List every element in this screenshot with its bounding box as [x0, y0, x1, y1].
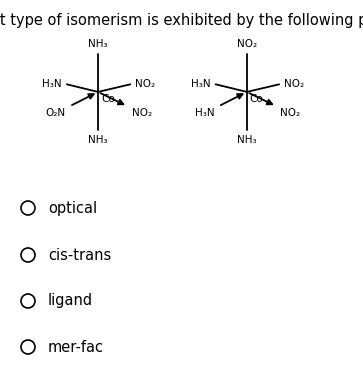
Text: H₃N: H₃N — [191, 79, 211, 89]
Text: Co: Co — [250, 94, 264, 104]
Text: NO₂: NO₂ — [237, 39, 257, 49]
Text: ligand: ligand — [48, 293, 93, 308]
Text: NH₃: NH₃ — [88, 39, 108, 49]
Text: NO₂: NO₂ — [135, 79, 155, 89]
Text: H₃N: H₃N — [42, 79, 62, 89]
Text: mer-fac: mer-fac — [48, 339, 104, 355]
Text: optical: optical — [48, 200, 97, 216]
Text: NO₂: NO₂ — [281, 108, 301, 118]
Text: H₃N: H₃N — [195, 108, 214, 118]
Text: NH₃: NH₃ — [237, 135, 257, 145]
Text: NH₃: NH₃ — [88, 135, 108, 145]
Text: NO₂: NO₂ — [132, 108, 152, 118]
Text: What type of isomerism is exhibited by the following pair?: What type of isomerism is exhibited by t… — [0, 13, 363, 28]
Text: Co: Co — [101, 94, 115, 104]
Text: NO₂: NO₂ — [284, 79, 304, 89]
Text: cis-trans: cis-trans — [48, 247, 111, 262]
Text: O₂N: O₂N — [45, 108, 65, 118]
